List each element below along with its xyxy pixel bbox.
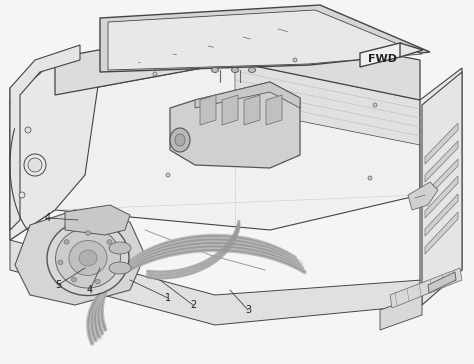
Ellipse shape (69, 241, 107, 276)
Polygon shape (15, 210, 145, 305)
Polygon shape (55, 62, 420, 230)
Polygon shape (425, 176, 458, 218)
Polygon shape (425, 159, 458, 200)
Polygon shape (55, 25, 420, 100)
Text: 4: 4 (87, 285, 93, 295)
Ellipse shape (248, 67, 255, 72)
Ellipse shape (170, 128, 190, 152)
Polygon shape (244, 95, 260, 125)
Polygon shape (10, 60, 100, 240)
Ellipse shape (211, 67, 219, 72)
Ellipse shape (28, 158, 42, 172)
Polygon shape (425, 194, 458, 236)
Polygon shape (425, 123, 458, 164)
Polygon shape (200, 95, 216, 125)
Polygon shape (420, 68, 462, 300)
Ellipse shape (293, 58, 297, 62)
Text: 3: 3 (245, 305, 251, 315)
Text: 4: 4 (45, 213, 51, 223)
Text: 2: 2 (190, 300, 196, 310)
Ellipse shape (231, 67, 238, 72)
Polygon shape (195, 82, 300, 108)
Text: 5: 5 (55, 280, 61, 290)
Ellipse shape (79, 250, 97, 266)
Polygon shape (222, 95, 238, 125)
Polygon shape (170, 82, 300, 168)
Ellipse shape (109, 262, 131, 274)
Polygon shape (235, 62, 420, 145)
Ellipse shape (153, 72, 157, 76)
Ellipse shape (109, 242, 131, 254)
Ellipse shape (24, 154, 46, 176)
Polygon shape (425, 212, 458, 254)
Ellipse shape (107, 240, 112, 244)
Polygon shape (10, 58, 55, 240)
Polygon shape (422, 72, 462, 305)
Polygon shape (266, 95, 282, 125)
Ellipse shape (175, 134, 185, 146)
Text: FWD: FWD (368, 54, 398, 64)
Ellipse shape (368, 176, 372, 180)
Polygon shape (408, 182, 438, 210)
Ellipse shape (85, 231, 91, 235)
Polygon shape (428, 272, 456, 293)
Polygon shape (400, 43, 423, 57)
Ellipse shape (64, 240, 69, 244)
Polygon shape (360, 43, 413, 67)
Polygon shape (10, 45, 80, 230)
Polygon shape (65, 205, 130, 235)
Ellipse shape (166, 173, 170, 177)
Ellipse shape (58, 260, 63, 265)
Polygon shape (100, 5, 430, 72)
Polygon shape (380, 295, 422, 330)
Polygon shape (10, 240, 422, 325)
Ellipse shape (25, 127, 31, 133)
Ellipse shape (72, 277, 76, 282)
Ellipse shape (55, 228, 120, 288)
Ellipse shape (373, 103, 377, 107)
Polygon shape (108, 10, 422, 70)
Polygon shape (425, 141, 458, 182)
Ellipse shape (19, 192, 25, 198)
Text: 1: 1 (165, 293, 171, 303)
Ellipse shape (112, 264, 117, 269)
Ellipse shape (47, 221, 129, 296)
Ellipse shape (95, 279, 100, 284)
Polygon shape (390, 268, 462, 308)
